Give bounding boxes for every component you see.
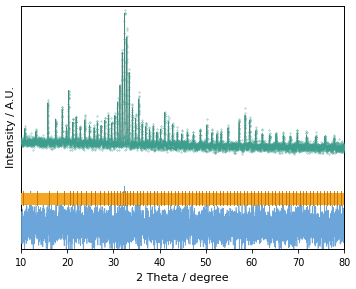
X-axis label: 2 Theta / degree: 2 Theta / degree [136, 273, 229, 284]
Y-axis label: Intensity / A.U.: Intensity / A.U. [6, 86, 16, 168]
Bar [21, 192, 344, 205]
